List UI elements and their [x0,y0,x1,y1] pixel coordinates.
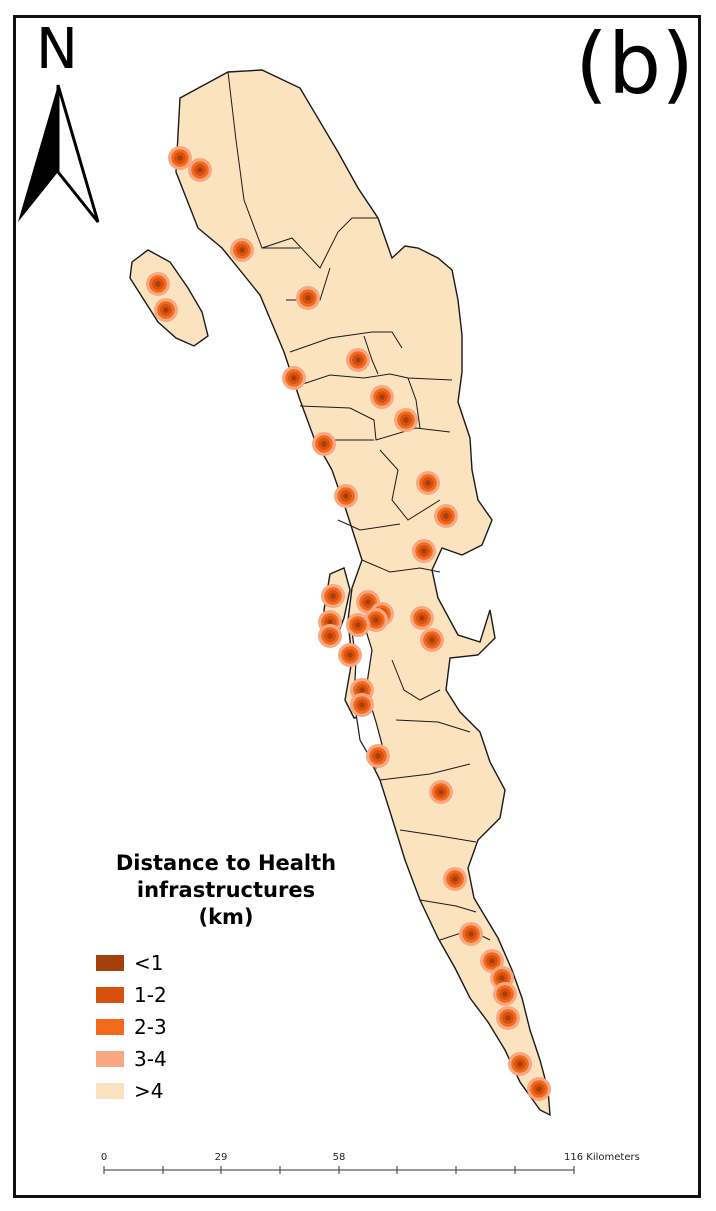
facility-buffer [312,432,336,456]
facility-buffer [434,504,458,528]
north-label: N [36,17,78,82]
facility-buffer [410,606,434,630]
facility-buffer [370,385,394,409]
facility-buffer [459,922,483,946]
facility-buffer [364,608,388,632]
facility-buffer [146,272,170,296]
facility-buffer [508,1052,532,1076]
legend-items: <1 1-2 2-3 3-4 >4 [96,947,356,1107]
legend-title: Distance to Health infrastructures (km) [96,850,356,931]
facility-buffer [350,693,374,717]
island-west [129,249,209,347]
scale-tick-label: 58 [333,1152,346,1163]
facility-buffer [230,238,254,262]
scale-bar [103,1166,575,1174]
legend-item: >4 [96,1075,356,1107]
legend-title-line: (km) [198,905,254,929]
facility-buffer [338,643,362,667]
facility-buffer [188,158,212,182]
legend-item: 1-2 [96,979,356,1011]
legend-label: 3-4 [134,1047,167,1071]
legend-title-line: Distance to Health [115,851,337,875]
panel-label: (b) [575,15,694,113]
legend-label: 2-3 [134,1015,167,1039]
legend-swatch [96,1051,124,1067]
legend-swatch [96,987,124,1003]
scale-tick-label: 116 Kilometers [564,1152,640,1163]
facility-buffer [429,780,453,804]
facility-buffer [366,744,390,768]
legend-label: >4 [134,1079,164,1103]
facility-buffer [318,624,342,648]
legend-item: <1 [96,947,356,979]
district-boundaries [227,71,491,941]
facility-buffer [282,366,306,390]
north-arrow-icon [18,84,100,223]
facility-buffer [394,408,418,432]
facility-buffer [346,613,370,637]
facility-buffer [527,1077,551,1101]
facility-buffer [334,484,358,508]
legend-title-line: infrastructures [136,878,316,902]
facility-buffer [493,982,517,1006]
scale-tick-label: 29 [215,1152,228,1163]
facility-buffer [416,471,440,495]
legend: Distance to Health infrastructures (km) … [96,850,356,1107]
facility-buffer [412,539,436,563]
scale-tick-label: 0 [101,1152,107,1163]
facility-buffer [296,286,320,310]
facility-buffer [321,584,345,608]
legend-swatch [96,955,124,971]
facility-buffer [154,298,178,322]
legend-label: 1-2 [134,983,167,1007]
health-facility-buffers [146,146,551,1101]
legend-swatch [96,1083,124,1099]
facility-buffer [420,628,444,652]
facility-buffer [443,867,467,891]
legend-swatch [96,1019,124,1035]
legend-item: 2-3 [96,1011,356,1043]
legend-item: 3-4 [96,1043,356,1075]
legend-label: <1 [134,951,164,975]
facility-buffer [496,1006,520,1030]
facility-buffer [346,348,370,372]
facility-buffer [168,146,192,170]
